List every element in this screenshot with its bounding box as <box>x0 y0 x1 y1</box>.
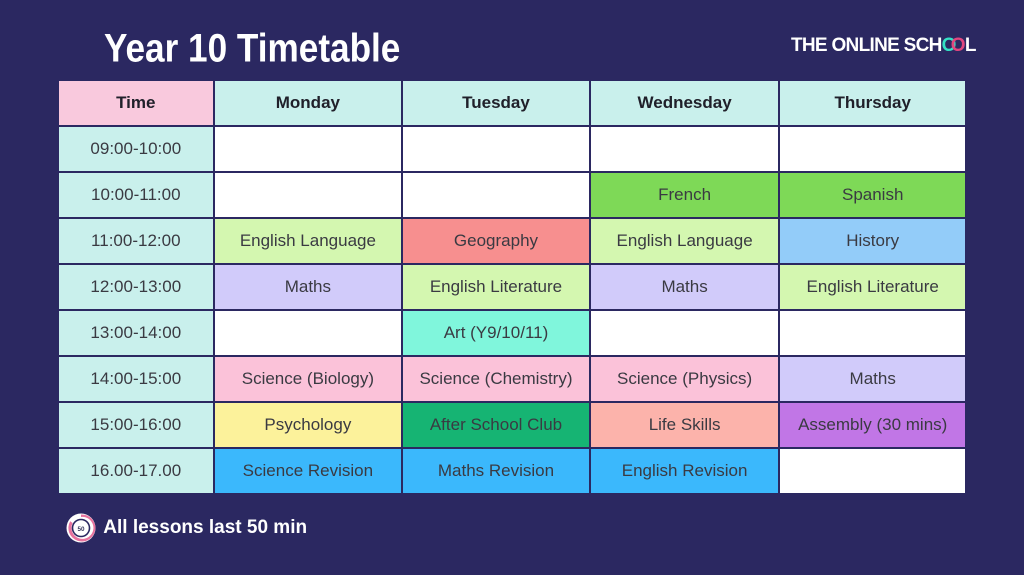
svg-text:50: 50 <box>77 526 85 533</box>
